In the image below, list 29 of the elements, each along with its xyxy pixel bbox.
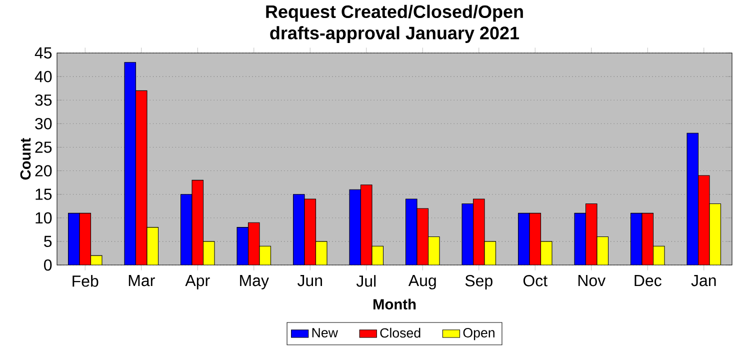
x-tick-label: Aug bbox=[408, 275, 436, 290]
y-axis-title: Count bbox=[20, 138, 31, 180]
x-tick-label: Jan bbox=[691, 275, 716, 286]
y-tick-label: 25 bbox=[35, 142, 52, 153]
x-tick-label: Mar bbox=[128, 275, 155, 286]
y-tick-label: 45 bbox=[34, 47, 52, 59]
y-tick-label: 15 bbox=[36, 188, 52, 200]
x-axis-title: Month bbox=[374, 298, 416, 310]
y-tick-label: 20 bbox=[35, 165, 52, 176]
x-tick-label: Nov bbox=[578, 275, 606, 286]
y-tick-label: 30 bbox=[35, 118, 52, 130]
chart-title: Request Created/Closed/Open bbox=[266, 4, 523, 22]
legend-label: Closed bbox=[380, 328, 420, 338]
x-tick-label: Feb bbox=[72, 275, 98, 287]
x-tick-label: Oct bbox=[523, 275, 548, 286]
y-tick-label: 40 bbox=[34, 70, 52, 82]
y-tick-label: 35 bbox=[35, 94, 52, 106]
chart-subtitle: drafts-approval January 2021 bbox=[270, 26, 520, 43]
y-tick-label: 0 bbox=[44, 259, 52, 271]
x-tick-label: Apr bbox=[185, 275, 210, 290]
legend-label: Open bbox=[463, 328, 494, 340]
y-tick-label: 10 bbox=[36, 212, 52, 224]
x-tick-label: Jul bbox=[356, 275, 376, 287]
y-tick-label: 5 bbox=[44, 236, 52, 248]
x-tick-label: Jun bbox=[297, 275, 322, 286]
x-tick-label: Sep bbox=[465, 275, 492, 290]
x-tick-label: Dec bbox=[634, 275, 662, 286]
x-tick-label: May bbox=[240, 275, 269, 290]
legend-label: New bbox=[312, 328, 338, 338]
